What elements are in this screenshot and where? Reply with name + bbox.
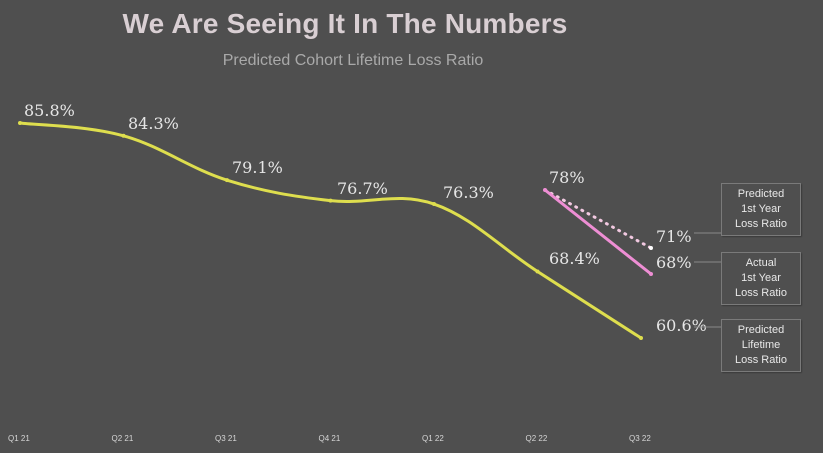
- chart-title: We Are Seeing It In The Numbers: [122, 8, 568, 39]
- x-tick-label: Q2 22: [526, 434, 548, 443]
- data-point: [225, 178, 229, 183]
- x-tick-label: Q2 21: [112, 434, 134, 443]
- data-point: [432, 202, 436, 207]
- data-point: [649, 246, 653, 250]
- legend-line: Lifetime: [741, 339, 781, 351]
- data-label: 85.8%: [24, 101, 75, 120]
- data-point: [121, 133, 126, 138]
- legend-line: Loss Ratio: [735, 354, 787, 366]
- chart-subtitle: Predicted Cohort Lifetime Loss Ratio: [222, 52, 484, 69]
- data-point: [649, 272, 653, 276]
- data-point: [18, 121, 22, 125]
- legend-line: 1st Year: [741, 203, 781, 215]
- data-label: 60.6%: [656, 316, 707, 335]
- data-label: 68%: [656, 253, 692, 272]
- x-tick-label: Q4 21: [319, 434, 341, 443]
- series-line-actual-1st-year: [543, 188, 653, 276]
- data-label: 76.7%: [337, 179, 388, 198]
- data-point: [328, 198, 333, 203]
- legend-line: Loss Ratio: [735, 218, 787, 230]
- legend-actual-1st-year: Actual 1st Year Loss Ratio: [721, 252, 801, 305]
- legend-line: Loss Ratio: [735, 287, 787, 299]
- data-point: [543, 188, 547, 192]
- x-tick-label: Q3 22: [629, 434, 651, 443]
- x-tick-label: Q1 22: [422, 434, 444, 443]
- data-label: 68.4%: [549, 249, 600, 268]
- data-label: 76.3%: [443, 183, 494, 202]
- legend-line: Predicted: [737, 324, 785, 336]
- legend-line: Predicted: [737, 188, 785, 200]
- data-label: 84.3%: [128, 114, 179, 133]
- legend-predicted-lifetime: Predicted Lifetime Loss Ratio: [721, 319, 801, 372]
- data-label: 78%: [549, 168, 585, 187]
- data-label: 71%: [656, 227, 692, 246]
- legend-predicted-1st-year: Predicted 1st Year Loss Ratio: [721, 183, 801, 236]
- legend-line: Actual: [745, 257, 777, 269]
- data-label: 79.1%: [232, 158, 283, 177]
- data-point: [535, 269, 540, 274]
- legend-line: 1st Year: [741, 272, 781, 284]
- x-tick-label: Q3 21: [215, 434, 237, 443]
- x-tick-label: Q1 21: [8, 434, 30, 443]
- series-line-predicted-1st-year: [543, 188, 653, 250]
- data-point: [639, 336, 643, 340]
- series-line-predicted-lifetime: [18, 121, 643, 340]
